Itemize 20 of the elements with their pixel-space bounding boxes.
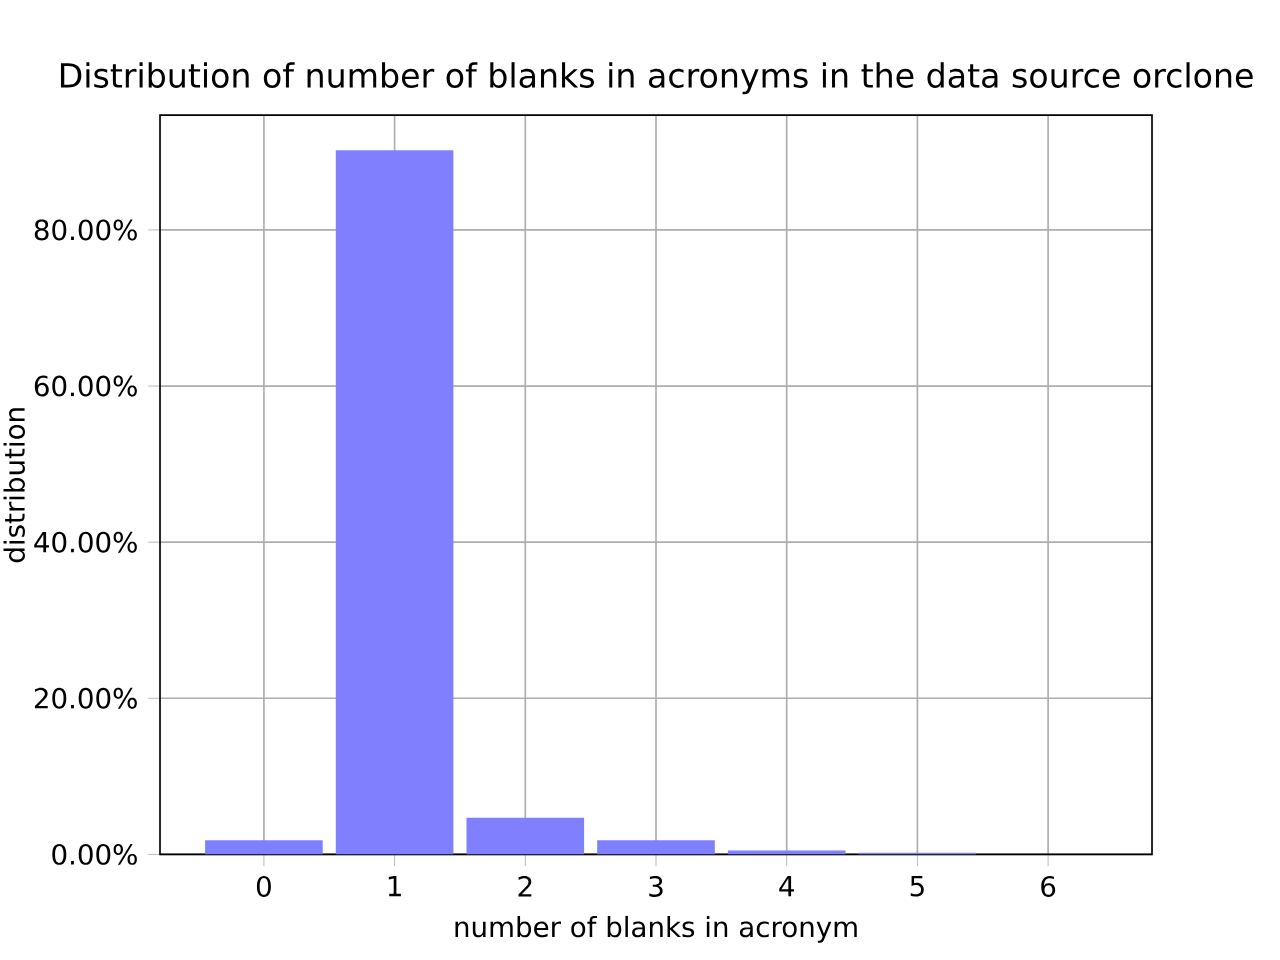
y-tick-label: 80.00% xyxy=(34,219,137,241)
bar xyxy=(727,850,846,855)
y-axis-title: distribution xyxy=(3,408,25,563)
y-tick-label: 60.00% xyxy=(34,375,137,397)
y-tick-label: 40.00% xyxy=(34,531,137,553)
y-tick-label: 0.00% xyxy=(52,843,137,865)
x-tick-label: 5 xyxy=(910,875,924,897)
bar xyxy=(205,840,323,855)
bar xyxy=(335,150,454,855)
x-axis-title: number of blanks in acronym xyxy=(455,915,857,943)
x-tick-label: 1 xyxy=(388,875,401,897)
bar xyxy=(597,840,715,855)
x-tick-label: 6 xyxy=(1041,875,1056,897)
x-tick-label: 2 xyxy=(518,875,532,897)
y-tick-label: 20.00% xyxy=(34,687,137,709)
x-tick-label: 0 xyxy=(256,875,271,897)
x-tick-label: 4 xyxy=(779,875,794,897)
bar xyxy=(466,817,585,855)
x-tick-label: 3 xyxy=(649,875,663,897)
chart-title: Distribution of number of blanks in acronyms in the data source orclone xyxy=(60,62,1253,95)
